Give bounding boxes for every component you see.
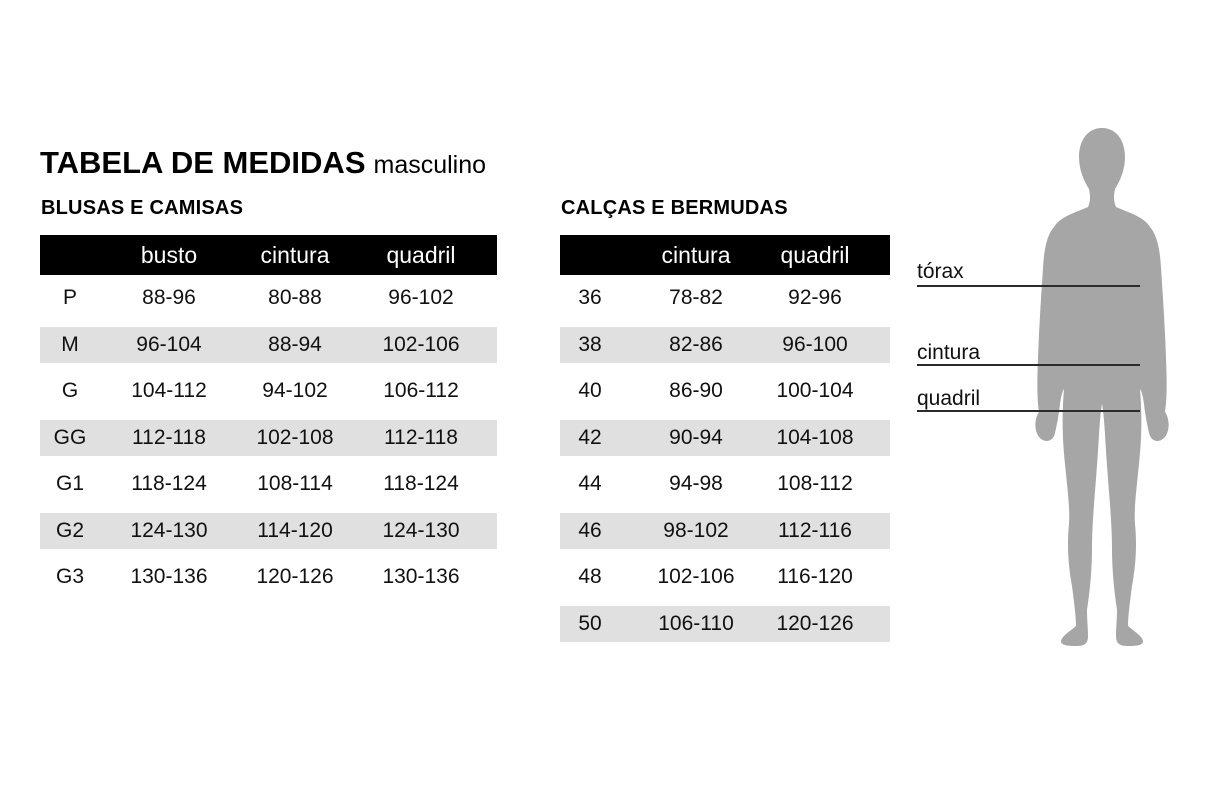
measure-cell: 102-108: [256, 425, 334, 449]
section-title-calcas-e-bermudas: CALÇAS E BERMUDAS: [561, 197, 788, 219]
table-body: 36 78-82 92-96 38 82-86 96-100 40 86-90 100-104 4…: [560, 275, 890, 647]
body-silhouette-path: [1102, 128, 1169, 646]
measure-cell: 102-106: [657, 565, 735, 589]
size-cell: 50: [578, 611, 602, 635]
page-subtitle: masculino: [373, 151, 487, 179]
measure-cell: 96-104: [136, 332, 202, 356]
page-title-text: TABELA DE MEDIDAS: [40, 145, 366, 180]
size-cell: 48: [578, 565, 602, 589]
measure-cell: 82-86: [669, 332, 723, 356]
measure-cell: 112-118: [132, 425, 206, 449]
table-row-38: 38 82-86 96-100: [560, 321, 890, 368]
measure-cell: 90-94: [669, 425, 723, 449]
column-header-quadril: quadril: [780, 241, 850, 268]
table-row-46: 46 98-102 112-116: [560, 507, 890, 554]
measure-cell: 88-94: [268, 332, 322, 356]
table-row-GG: GG 112-118 102-108 112-118: [40, 414, 497, 461]
column-header-cintura: cintura: [260, 241, 330, 268]
measure-cell: 94-102: [262, 379, 328, 403]
measure-cell: 92-96: [788, 286, 842, 310]
measure-cell: 94-98: [669, 472, 723, 496]
measure-line-cintura: [917, 364, 1140, 366]
measure-label-quadril: quadril: [917, 387, 981, 410]
table-header-row: cintura quadril: [560, 235, 890, 275]
table-row-M: M 96-104 88-94 102-106: [40, 321, 497, 368]
size-cell: 36: [578, 286, 602, 310]
measure-label-cintura: cintura: [917, 341, 981, 364]
measure-cell: 130-136: [382, 565, 460, 589]
measure-cell: 130-136: [130, 565, 208, 589]
table-row-44: 44 94-98 108-112: [560, 461, 890, 508]
measure-line-quadril: [917, 410, 1140, 412]
measure-cell: 106-112: [383, 379, 459, 403]
size-cell: 38: [578, 332, 602, 356]
measure-cell: 108-112: [777, 472, 853, 496]
page-title: TABELA DE MEDIDAS masculino: [40, 146, 486, 182]
table-row-42: 42 90-94 104-108: [560, 414, 890, 461]
table-row-48: 48 102-106 116-120: [560, 554, 890, 601]
size-cell: 46: [578, 518, 602, 542]
table-row-G1: G1 118-124 108-114 118-124: [40, 461, 497, 508]
table-row-50: 50 106-110 120-126: [560, 600, 890, 647]
size-cell: G1: [55, 472, 84, 496]
size-cell: 42: [578, 425, 602, 449]
measure-cell: 86-90: [669, 379, 723, 403]
table-row-P: P 88-96 80-88 96-102: [40, 275, 497, 322]
table-row-G2: G2 124-130 114-120 124-130: [40, 507, 497, 554]
measure-cell: 106-110: [658, 611, 734, 635]
table-header-row: busto cintura quadril: [40, 235, 497, 275]
measure-cell: 80-88: [268, 286, 322, 310]
measure-cell: 96-102: [388, 286, 454, 310]
measure-cell: 116-120: [777, 565, 853, 589]
measure-cell: 102-106: [382, 332, 460, 356]
column-header-busto: busto: [140, 241, 198, 268]
measure-cell: 104-112: [131, 379, 207, 403]
measure-cell: 88-96: [142, 286, 196, 310]
measure-cell: 114-120: [257, 518, 333, 542]
size-table-calcas-e-bermudas: cintura quadril 36 78-82 92-96 38 82-86 96-100…: [560, 235, 890, 647]
measure-line-torax: [917, 285, 1140, 287]
column-header-quadril: quadril: [386, 241, 456, 268]
size-cell: GG: [53, 425, 87, 449]
size-cell: M: [61, 332, 79, 356]
measure-cell: 98-102: [663, 518, 729, 542]
size-cell: 40: [578, 379, 602, 403]
measure-cell: 96-100: [782, 332, 848, 356]
measure-cell: 112-118: [384, 425, 458, 449]
section-title-blusas-e-camisas: BLUSAS E CAMISAS: [41, 197, 244, 219]
measure-cell: 108-114: [257, 472, 333, 496]
size-cell: 44: [578, 472, 602, 496]
size-cell: P: [62, 286, 77, 310]
table-row-36: 36 78-82 92-96: [560, 275, 890, 322]
measure-cell: 124-130: [382, 518, 460, 542]
column-header-cintura: cintura: [661, 241, 731, 268]
male-body-silhouette-svg: [1035, 128, 1169, 646]
table-row-G3: G3 130-136 120-126 130-136: [40, 554, 497, 601]
measure-cell: 100-104: [776, 379, 854, 403]
size-cell: G3: [55, 565, 84, 589]
size-cell: G: [61, 379, 79, 403]
measure-cell: 120-126: [256, 565, 334, 589]
measure-cell: 78-82: [669, 286, 723, 310]
measure-cell: 112-116: [778, 518, 852, 542]
size-cell: G2: [55, 518, 84, 542]
table-body: P 88-96 80-88 96-102 M 96-104 88-94 102-106 G 104…: [40, 275, 497, 601]
measure-cell: 120-126: [776, 611, 854, 635]
male-body-silhouette: [1032, 123, 1172, 653]
measure-cell: 104-108: [776, 425, 854, 449]
measure-cell: 124-130: [130, 518, 208, 542]
table-row-G: G 104-112 94-102 106-112: [40, 368, 497, 415]
size-table-blusas-e-camisas: busto cintura quadril P 88-96 80-88 96-102 M 96…: [40, 235, 497, 601]
measure-label-torax: tórax: [917, 260, 964, 283]
table-row-40: 40 86-90 100-104: [560, 368, 890, 415]
measure-cell: 118-124: [383, 472, 459, 496]
measure-cell: 118-124: [131, 472, 207, 496]
